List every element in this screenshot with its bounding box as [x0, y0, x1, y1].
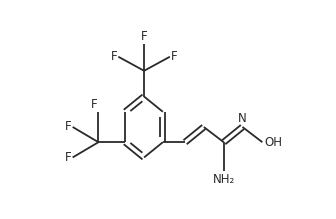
- Text: OH: OH: [264, 136, 282, 149]
- Text: F: F: [91, 98, 97, 111]
- Text: F: F: [171, 50, 178, 63]
- Text: F: F: [141, 30, 148, 43]
- Text: N: N: [238, 112, 247, 125]
- Text: F: F: [65, 120, 72, 134]
- Text: F: F: [65, 151, 72, 164]
- Text: NH₂: NH₂: [213, 173, 235, 186]
- Text: F: F: [111, 50, 117, 63]
